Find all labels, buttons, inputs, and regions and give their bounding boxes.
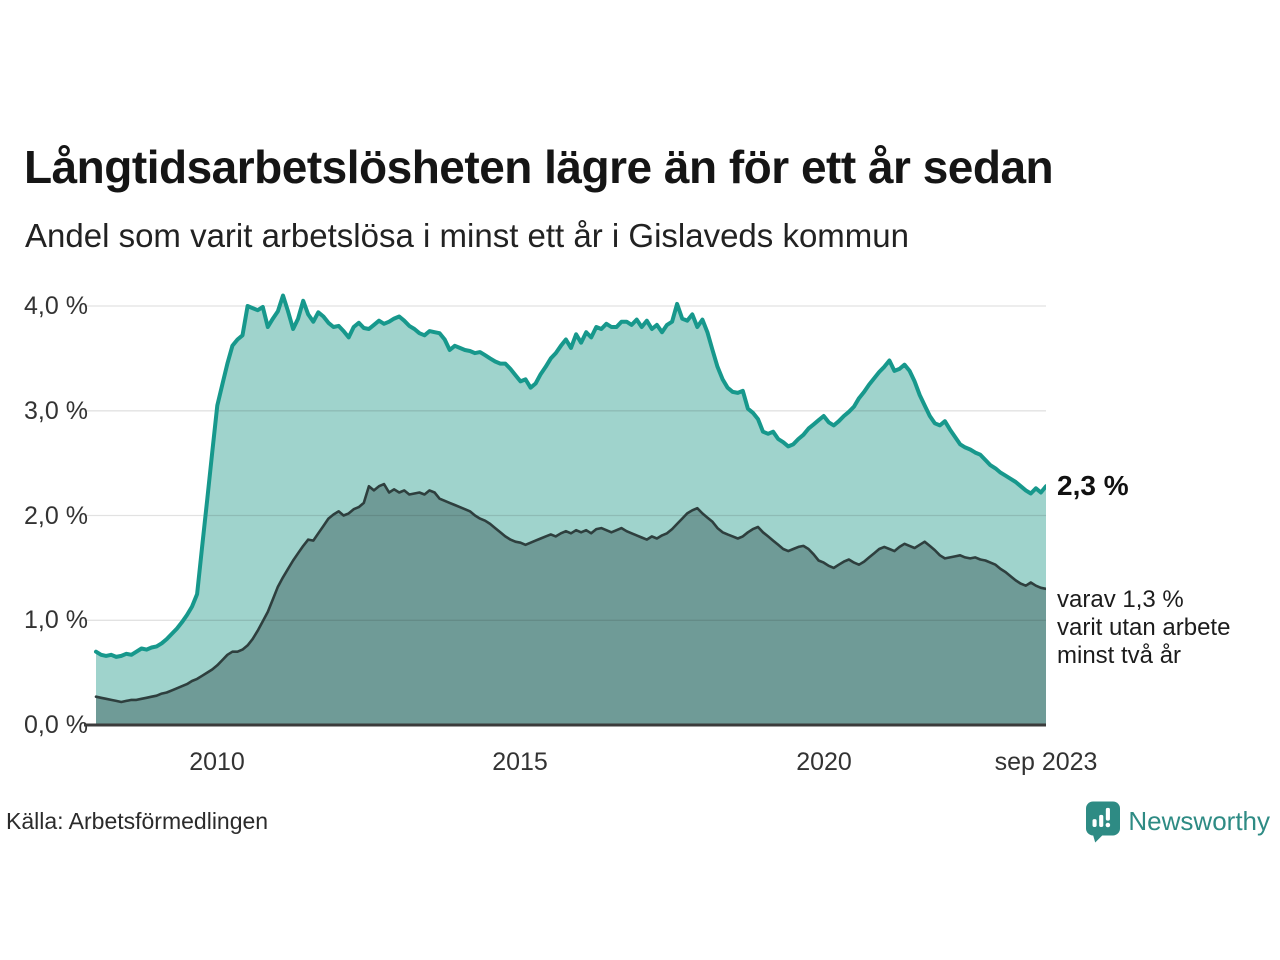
- page-title: Långtidsarbetslösheten lägre än för ett …: [24, 141, 1054, 193]
- latest-detail-line: varav 1,3 %: [1057, 586, 1184, 613]
- latest-value-annotation: 2,3 %: [1057, 470, 1129, 501]
- latest-detail-line: minst två år: [1057, 642, 1182, 669]
- page-subtitle: Andel som varit arbetslösa i minst ett å…: [25, 217, 909, 254]
- latest-detail-line: varit utan arbete: [1057, 614, 1231, 641]
- x-axis-label: 2010: [189, 748, 245, 776]
- y-axis-label: 0,0 %: [24, 711, 88, 739]
- y-axis-label: 4,0 %: [24, 292, 88, 320]
- source-credit: Källa: Arbetsförmedlingen: [6, 808, 269, 834]
- latest-detail-annotation: varav 1,3 % varit utan arbete minst två …: [1057, 586, 1230, 670]
- x-axis-label: 2020: [796, 748, 852, 776]
- area-chart: [84, 293, 1046, 727]
- y-axis-label: 1,0 %: [24, 606, 88, 634]
- newsworthy-chart-pin-icon: [1086, 801, 1121, 843]
- y-axis-label: 2,0 %: [24, 502, 88, 530]
- y-axis-label: 3,0 %: [24, 397, 88, 425]
- x-axis-label: 2015: [492, 748, 548, 776]
- brand-name: Newsworthy: [1128, 806, 1270, 836]
- brand-logo: Newsworthy: [1086, 801, 1270, 843]
- x-axis-label: sep 2023: [994, 748, 1098, 776]
